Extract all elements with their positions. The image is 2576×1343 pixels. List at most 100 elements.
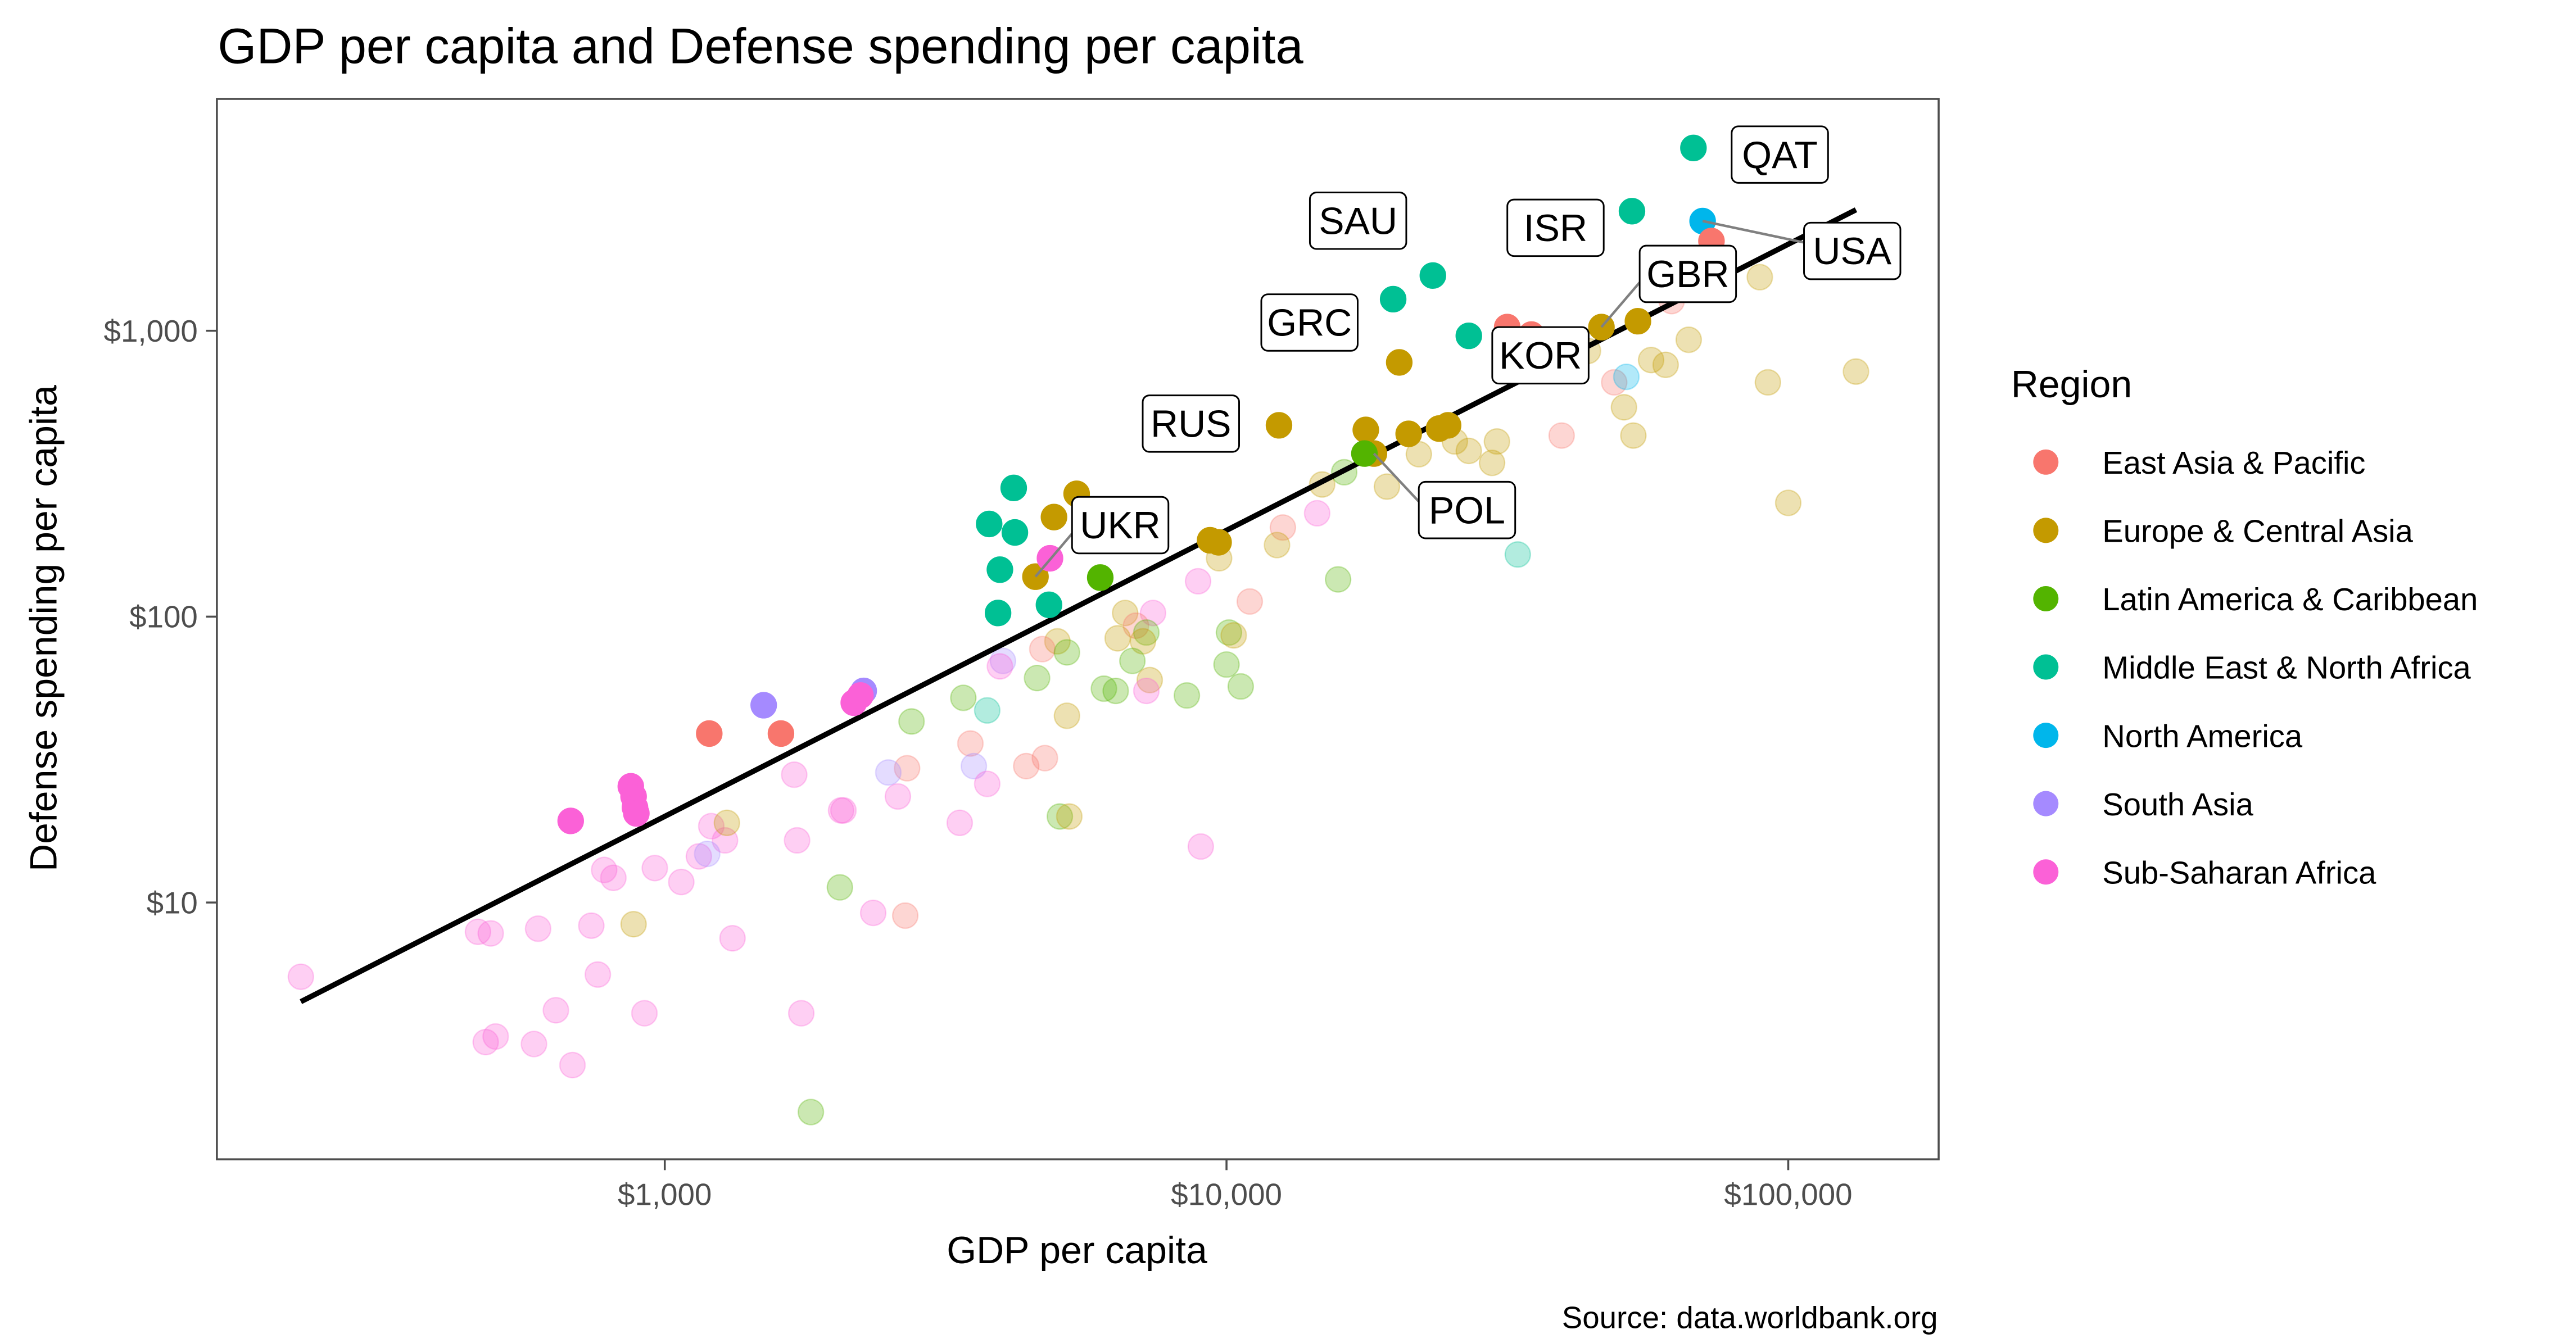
label-box: [1803, 221, 1902, 280]
legend-item-middle-east-and-north-africa: Middle East & North Africa: [2033, 650, 2471, 686]
data-point-east-asia-and-pacific: [1269, 514, 1297, 541]
data-point-sub-saharan-africa: [482, 1023, 509, 1050]
data-point-sub-saharan-africa: [685, 843, 713, 870]
label-text: GRC: [1267, 302, 1352, 344]
data-point-east-asia-and-pacific: [767, 720, 795, 747]
data-point-europe-and-central-asia: [1434, 412, 1461, 439]
data-point-latin-america-and-caribbean: [1133, 619, 1160, 646]
data-point-middle-east-and-north-africa: [1504, 541, 1531, 568]
data-point-sub-saharan-africa: [719, 925, 746, 952]
data-point-sub-saharan-africa: [787, 1000, 815, 1027]
data-point-sub-saharan-africa: [524, 915, 552, 942]
label-text: QAT: [1742, 134, 1818, 176]
data-point-europe-and-central-asia: [1386, 349, 1413, 376]
country-label-pol: POL: [1418, 480, 1516, 539]
data-point-sub-saharan-africa: [520, 1031, 547, 1058]
legend-item-east-asia-and-pacific: East Asia & Pacific: [2033, 445, 2366, 480]
data-point-sub-saharan-africa: [1187, 833, 1215, 860]
x-axis-title: GDP per capita: [947, 1229, 1207, 1272]
legend-key-icon: [2033, 586, 2059, 611]
data-point-europe-and-central-asia: [1352, 416, 1379, 443]
label-box: [1638, 244, 1737, 303]
legend-label: East Asia & Pacific: [2102, 445, 2365, 480]
country-labels-layer: QAT ISR USA SAU GBR GRC KOR RUS POL UKR: [1071, 125, 1902, 555]
data-point-sub-saharan-africa: [974, 770, 1001, 797]
label-box: [1142, 394, 1240, 453]
label-segment-ukr: [1034, 533, 1073, 578]
data-point-east-asia-and-pacific: [1548, 422, 1575, 449]
data-point-europe-and-central-asia: [1112, 600, 1139, 627]
country-label-isr: ISR: [1506, 198, 1605, 257]
data-point-east-asia-and-pacific: [957, 730, 984, 757]
x-axis: $1,000 $10,000 $100,000: [618, 1160, 1853, 1212]
label-text: RUS: [1151, 403, 1232, 446]
label-segment-pol: [1373, 452, 1420, 503]
y-tick-label: $10: [147, 885, 198, 920]
data-point-sub-saharan-africa: [584, 961, 612, 988]
data-point-latin-america-and-caribbean: [826, 874, 853, 901]
data-point-latin-america-and-caribbean: [1053, 639, 1080, 666]
country-label-qat: QAT: [1731, 125, 1829, 184]
data-point-latin-america-and-caribbean: [1213, 651, 1240, 678]
data-point-sub-saharan-africa: [698, 813, 725, 840]
data-point-europe-and-central-asia: [1129, 628, 1157, 655]
data-point-middle-east-and-north-africa: [1618, 198, 1646, 225]
label-text: USA: [1813, 230, 1891, 273]
y-axis: $10 $100 $1,000: [104, 314, 216, 920]
data-point-sub-saharan-africa: [1184, 568, 1212, 595]
data-point-south-asia: [694, 840, 721, 868]
data-point-europe-and-central-asia: [1205, 529, 1232, 556]
label-box: [1506, 198, 1605, 257]
data-point-south-asia: [960, 752, 988, 780]
data-point-latin-america-and-caribbean: [1324, 566, 1352, 593]
caption: Source: data.worldbank.org: [1562, 1300, 1938, 1335]
data-point-sub-saharan-africa: [623, 800, 650, 827]
y-tick-label: $100: [129, 600, 198, 634]
data-point-sub-saharan-africa: [1303, 500, 1331, 527]
data-point-east-asia-and-pacific: [891, 902, 919, 929]
data-point-europe-and-central-asia: [713, 809, 740, 836]
data-point-sub-saharan-africa: [1133, 677, 1160, 705]
data-point-sub-saharan-africa: [631, 1000, 658, 1027]
data-point-sub-saharan-africa: [1139, 600, 1167, 627]
data-point-europe-and-central-asia: [1620, 422, 1647, 449]
data-point-latin-america-and-caribbean: [1090, 675, 1117, 702]
legend-label: South Asia: [2102, 787, 2253, 822]
data-point-europe-and-central-asia: [1040, 503, 1067, 530]
data-point-latin-america-and-caribbean: [1119, 647, 1146, 674]
data-point-europe-and-central-asia: [620, 911, 647, 938]
data-point-middle-east-and-north-africa: [1000, 474, 1027, 501]
data-point-europe-and-central-asia: [1842, 358, 1869, 385]
label-segment-gbr: [1600, 282, 1641, 328]
data-point-latin-america-and-caribbean: [797, 1099, 825, 1126]
label-text: UKR: [1080, 504, 1161, 547]
data-point-south-asia: [875, 759, 902, 786]
data-point-latin-america-and-caribbean: [1046, 803, 1074, 830]
data-point-europe-and-central-asia: [1483, 428, 1510, 455]
data-point-latin-america-and-caribbean: [1227, 673, 1255, 700]
data-point-sub-saharan-africa: [477, 920, 504, 947]
data-point-middle-east-and-north-africa: [1035, 591, 1062, 618]
label-segment-usa: [1702, 220, 1804, 244]
x-tick-label: $100,000: [1724, 1177, 1852, 1212]
data-point-europe-and-central-asia: [1053, 702, 1080, 729]
data-point-latin-america-and-caribbean: [898, 708, 925, 735]
legend-item-sub-saharan-africa: Sub-Saharan Africa: [2033, 855, 2376, 890]
data-point-europe-and-central-asia: [1044, 628, 1071, 655]
label-box: [1260, 293, 1359, 352]
data-point-south-asia: [989, 647, 1017, 674]
data-point-europe-and-central-asia: [1104, 625, 1131, 652]
label-text: POL: [1429, 489, 1505, 532]
data-point-europe-and-central-asia: [1754, 369, 1781, 396]
data-point-sub-saharan-africa: [472, 1028, 499, 1056]
data-point-sub-saharan-africa: [884, 783, 912, 810]
legend-label: Europe & Central Asia: [2102, 514, 2413, 549]
data-point-east-asia-and-pacific: [1236, 588, 1264, 615]
data-point-europe-and-central-asia: [1220, 622, 1247, 649]
data-point-europe-and-central-asia: [1136, 666, 1163, 693]
data-point-sub-saharan-africa: [287, 963, 314, 990]
panel-border: [216, 98, 1940, 1160]
country-label-kor: KOR: [1491, 326, 1590, 385]
data-point-sub-saharan-africa: [542, 997, 569, 1024]
data-point-sub-saharan-africa: [784, 827, 811, 854]
